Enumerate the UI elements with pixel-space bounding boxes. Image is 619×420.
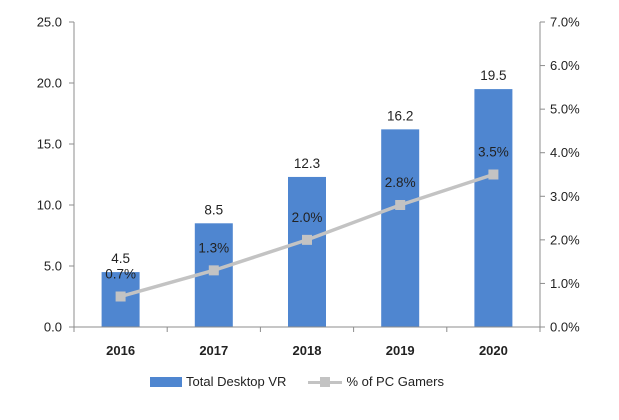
line-value-label: 1.3% <box>198 240 229 255</box>
line-value-label: 0.7% <box>105 267 136 282</box>
legend-bar-label: Total Desktop VR <box>186 374 287 389</box>
x-tick-label: 2016 <box>106 343 135 358</box>
line-value-label: 3.5% <box>478 145 509 160</box>
bar-value-label: 4.5 <box>111 251 130 266</box>
right-tick-label: 4.0% <box>550 145 580 160</box>
bar-2018 <box>288 176 326 327</box>
bar-value-label: 19.5 <box>480 68 506 83</box>
left-tick-label: 15.0 <box>37 137 62 152</box>
bar-2019 <box>381 129 420 327</box>
line-value-label: 2.8% <box>385 175 416 190</box>
axes-layer: 0.0 5.0 10.0 15.0 20.0 25.0 0.0% 1.0% 2.0% 3.0% 4.… <box>37 15 580 359</box>
legend-line-swatch <box>308 376 343 388</box>
line-layer <box>115 169 499 302</box>
right-tick-label: 6.0% <box>550 58 580 73</box>
right-tick-label: 5.0% <box>550 102 580 117</box>
x-tick-label: 2017 <box>199 343 228 358</box>
bar-value-label: 8.5 <box>204 202 223 217</box>
line-point-2017 <box>208 265 219 276</box>
line-point-2019 <box>395 200 406 210</box>
right-tick-label: 7.0% <box>550 15 580 30</box>
x-tick-label: 2018 <box>293 343 322 358</box>
bars-layer <box>101 89 513 327</box>
right-tick-label: 1.0% <box>550 276 580 291</box>
legend-bar-swatch <box>150 376 182 387</box>
right-tick-label: 0.0% <box>550 320 580 335</box>
left-tick-label: 25.0 <box>37 15 62 30</box>
legend-line-label: % of PC Gamers <box>346 374 444 389</box>
legend-item-bar-series: Total Desktop VR <box>150 374 286 389</box>
bar-value-label: 16.2 <box>387 108 413 123</box>
left-tick-label: 20.0 <box>37 76 62 91</box>
right-tick-label: 2.0% <box>550 232 580 247</box>
legend-item-line-series: % of PC Gamers <box>308 374 444 389</box>
bar-2020 <box>474 89 513 327</box>
labels-layer: 4.5 8.5 12.3 16.2 19.5 0.7% 1.3% 2.0% 2.8% 3.5% <box>105 68 509 281</box>
legend: Total Desktop VR % of PC Gamers <box>150 374 466 389</box>
line-point-2016 <box>115 291 126 302</box>
right-tick-label: 3.0% <box>550 189 580 204</box>
left-tick-label: 5.0 <box>44 259 62 274</box>
bar-value-label: 12.3 <box>294 156 320 171</box>
left-tick-label: 10.0 <box>37 198 62 213</box>
line-point-2020 <box>488 169 499 180</box>
x-tick-label: 2019 <box>386 343 415 358</box>
line-point-2018 <box>302 234 312 245</box>
left-tick-label: 0.0 <box>44 320 62 335</box>
x-tick-label: 2020 <box>479 343 508 358</box>
line-value-label: 2.0% <box>292 210 323 225</box>
